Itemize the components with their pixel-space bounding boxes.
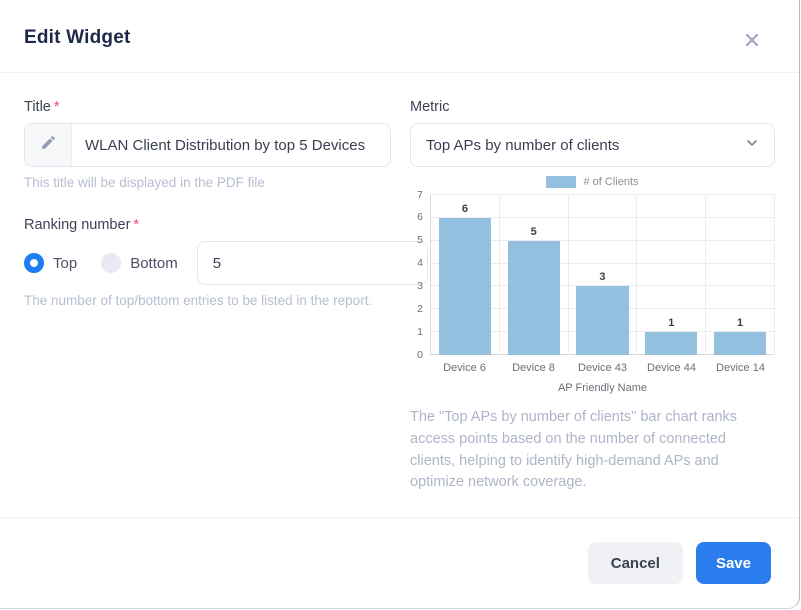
- modal-title: Edit Widget: [24, 27, 131, 48]
- modal-body: Title* This title will be displayed in t…: [0, 73, 799, 517]
- title-required-mark: *: [53, 99, 60, 115]
- x-tick-label: Device 14: [716, 362, 765, 374]
- title-helper-text: This title will be displayed in the PDF …: [24, 175, 265, 190]
- radio-bottom[interactable]: [101, 253, 122, 273]
- gridline: [431, 239, 775, 241]
- bar: [713, 332, 767, 355]
- metric-field-group: Metric Top APs by number of clients: [410, 99, 775, 167]
- y-tick-label: 3: [417, 279, 423, 292]
- chart-x-labels: Device 6 Device 8 Device 43 Device 44 Device…: [430, 362, 775, 374]
- modal-header: Edit Widget: [0, 0, 799, 73]
- legend-swatch: [546, 176, 577, 188]
- gridline: [431, 216, 775, 218]
- ranking-label: Ranking number *: [24, 217, 391, 233]
- pencil-icon: [40, 134, 57, 156]
- legend-label: # of Clients: [583, 176, 639, 188]
- cancel-button[interactable]: Cancel: [587, 542, 683, 584]
- close-button[interactable]: [741, 29, 763, 51]
- bar: [438, 217, 491, 355]
- gridline: [431, 262, 775, 264]
- close-icon: [743, 31, 761, 49]
- bar-value-label: 6: [461, 202, 468, 215]
- bar-value-label: 3: [599, 271, 606, 284]
- bar: [507, 240, 560, 355]
- ranking-label-text: Ranking number: [24, 217, 131, 233]
- title-input-prefix: [25, 124, 72, 166]
- y-tick-label: 0: [417, 348, 423, 361]
- title-input-group: [24, 123, 391, 167]
- y-tick-label: 6: [417, 211, 423, 224]
- y-tick-label: 7: [417, 188, 423, 201]
- left-column: Title* This title will be displayed in t…: [24, 99, 428, 517]
- ranking-helper-text: The number of top/bottom entries to be l…: [24, 293, 373, 308]
- bar-value-label: 5: [530, 225, 537, 238]
- bar: [645, 332, 698, 355]
- gridline: [431, 194, 775, 195]
- bar-value-label: 1: [737, 317, 744, 330]
- bar: [576, 286, 629, 355]
- bar-value-label: 1: [668, 317, 675, 330]
- x-tick-label: Device 6: [443, 362, 486, 374]
- radio-top-label[interactable]: Top: [53, 254, 78, 272]
- y-tick-label: 5: [417, 234, 423, 247]
- chart-x-axis-title: AP Friendly Name: [557, 382, 648, 394]
- chart-column: 1: [706, 195, 775, 355]
- ranking-required-mark: *: [133, 217, 140, 233]
- chart-y-axis: 0 1 2 3 4 5 6 7: [410, 189, 430, 359]
- metric-label: Metric: [410, 99, 450, 115]
- modal-footer: Cancel Save: [0, 517, 799, 608]
- metric-select[interactable]: Top APs by number of clients: [410, 123, 775, 167]
- right-column: Metric Top APs by number of clients # of…: [410, 99, 775, 517]
- chart-plot: 6 5 3 1 1: [430, 194, 775, 355]
- y-tick-label: 2: [417, 302, 423, 315]
- chart-column: 1: [637, 195, 707, 355]
- gridline: [431, 285, 775, 287]
- y-tick-label: 1: [417, 325, 423, 338]
- ranking-controls: Top Bottom: [24, 241, 428, 285]
- chart-column: 6: [431, 195, 500, 355]
- chart-legend: # of Clients: [410, 176, 775, 188]
- chart-column: 5: [500, 195, 569, 355]
- x-tick-label: Device 44: [647, 362, 696, 374]
- title-label-text: Title: [24, 99, 51, 115]
- title-field-group: Title* This title will be displayed in t…: [24, 99, 391, 190]
- chart-plot-area: 0 1 2 3 4 5 6 7 6 5 3 1 1: [410, 189, 775, 360]
- radio-top[interactable]: [24, 253, 44, 273]
- save-button[interactable]: Save: [695, 542, 771, 584]
- y-tick-label: 4: [417, 257, 423, 270]
- title-input[interactable]: [72, 124, 390, 166]
- title-label: Title *: [24, 99, 391, 115]
- radio-bottom-label[interactable]: Bottom: [130, 254, 178, 272]
- chevron-down-icon: [745, 136, 759, 154]
- ranking-number-input[interactable]: [196, 241, 428, 285]
- metric-description: The "Top APs by number of clients" bar c…: [410, 409, 738, 491]
- metric-selected-value: Top APs by number of clients: [426, 136, 620, 154]
- x-tick-label: Device 43: [578, 362, 627, 374]
- x-tick-label: Device 8: [512, 362, 555, 374]
- chart-column: 3: [569, 195, 638, 355]
- ranking-field-group: Ranking number* Top Bottom The number of…: [24, 217, 428, 308]
